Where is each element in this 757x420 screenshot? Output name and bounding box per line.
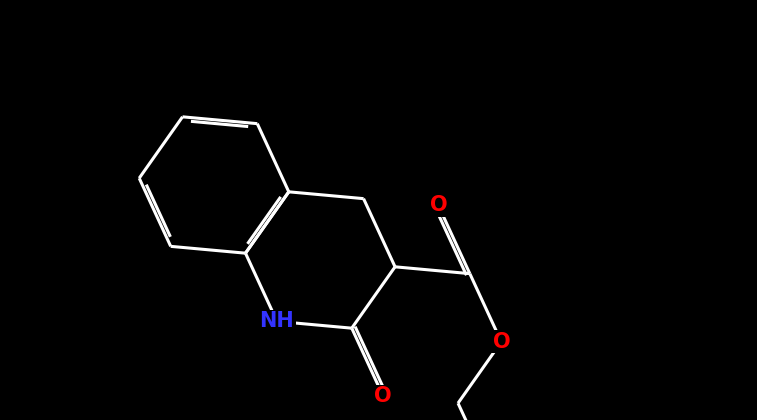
Text: O: O bbox=[429, 195, 447, 215]
Text: O: O bbox=[375, 386, 392, 407]
Text: NH: NH bbox=[260, 311, 294, 331]
Text: O: O bbox=[493, 332, 510, 352]
